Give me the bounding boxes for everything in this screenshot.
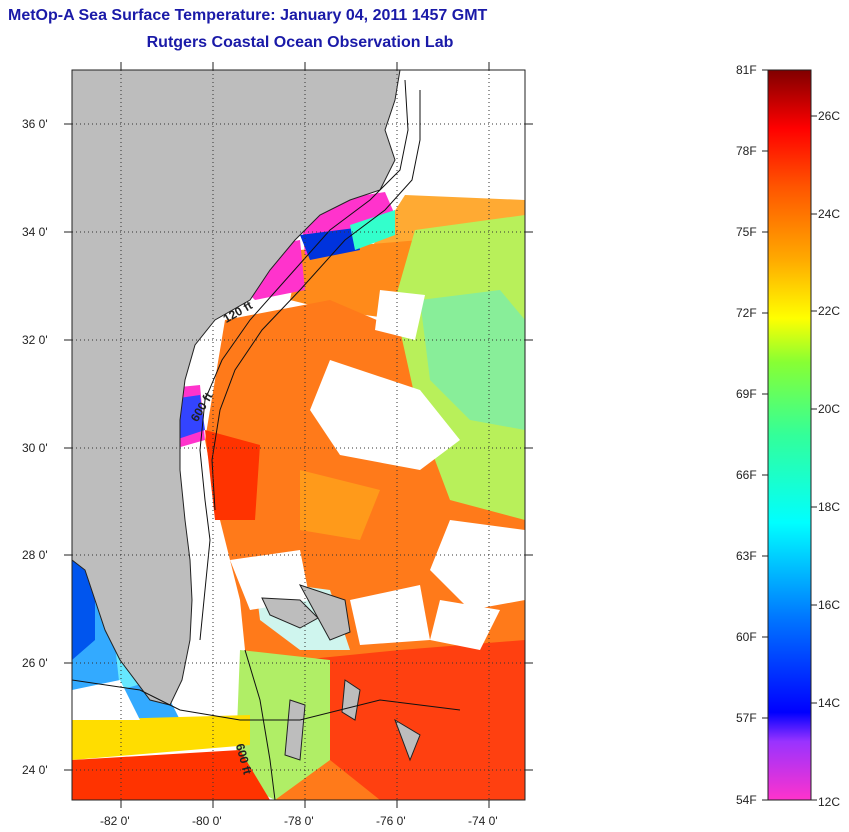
lat-label: 30 0': [22, 441, 48, 455]
bahamas-islands: [261, 584, 421, 762]
colorbar-f-label: 72F: [736, 306, 757, 320]
cloud-mask: [72, 290, 525, 720]
map-frame: [71, 69, 526, 801]
axis-ticks: [64, 62, 533, 808]
colorbar-f-label: 81F: [736, 63, 757, 77]
colorbar-c-label: 20C: [818, 402, 841, 416]
colorbar-c-label: 24C: [818, 207, 841, 221]
lon-label: -76 0': [376, 814, 406, 828]
colorbar-f-label: 54F: [736, 793, 757, 807]
graticule: [72, 70, 525, 800]
colorbar-c-label: 22C: [818, 304, 841, 318]
colorbar-c-label: 26C: [818, 109, 841, 123]
lat-label: 28 0': [22, 548, 48, 562]
colorbar-f-label: 69F: [736, 387, 757, 401]
lon-label: -80 0': [192, 814, 222, 828]
map-subtitle: Rutgers Coastal Ocean Observation Lab: [146, 34, 454, 51]
colorbar-ticks: [762, 69, 817, 801]
colorbar-c-label: 16C: [818, 598, 841, 612]
map-title: MetOp-A Sea Surface Temperature: January…: [8, 7, 488, 24]
colorbar-f-label: 63F: [736, 549, 757, 563]
lat-label: 24 0': [22, 763, 48, 777]
colorbar-f-label: 57F: [736, 711, 757, 725]
colorbar-c-label: 18C: [818, 500, 841, 514]
colorbar-f-label: 60F: [736, 630, 757, 644]
colorbar-f-label: 75F: [736, 225, 757, 239]
colorbar-f-label: 66F: [736, 468, 757, 482]
colorbar-f-label: 78F: [736, 144, 757, 158]
colorbar-c-label: 12C: [818, 795, 841, 809]
lat-label: 26 0': [22, 656, 48, 670]
lon-label: -82 0': [100, 814, 130, 828]
lat-label: 32 0': [22, 333, 48, 347]
lat-label: 36 0': [22, 117, 48, 131]
lon-label: -74 0': [468, 814, 498, 828]
colorbar-scale: [767, 69, 812, 801]
lon-label: -78 0': [284, 814, 314, 828]
land-mass: [72, 70, 401, 706]
lat-label: 34 0': [22, 225, 48, 239]
colorbar-c-label: 14C: [818, 696, 841, 710]
